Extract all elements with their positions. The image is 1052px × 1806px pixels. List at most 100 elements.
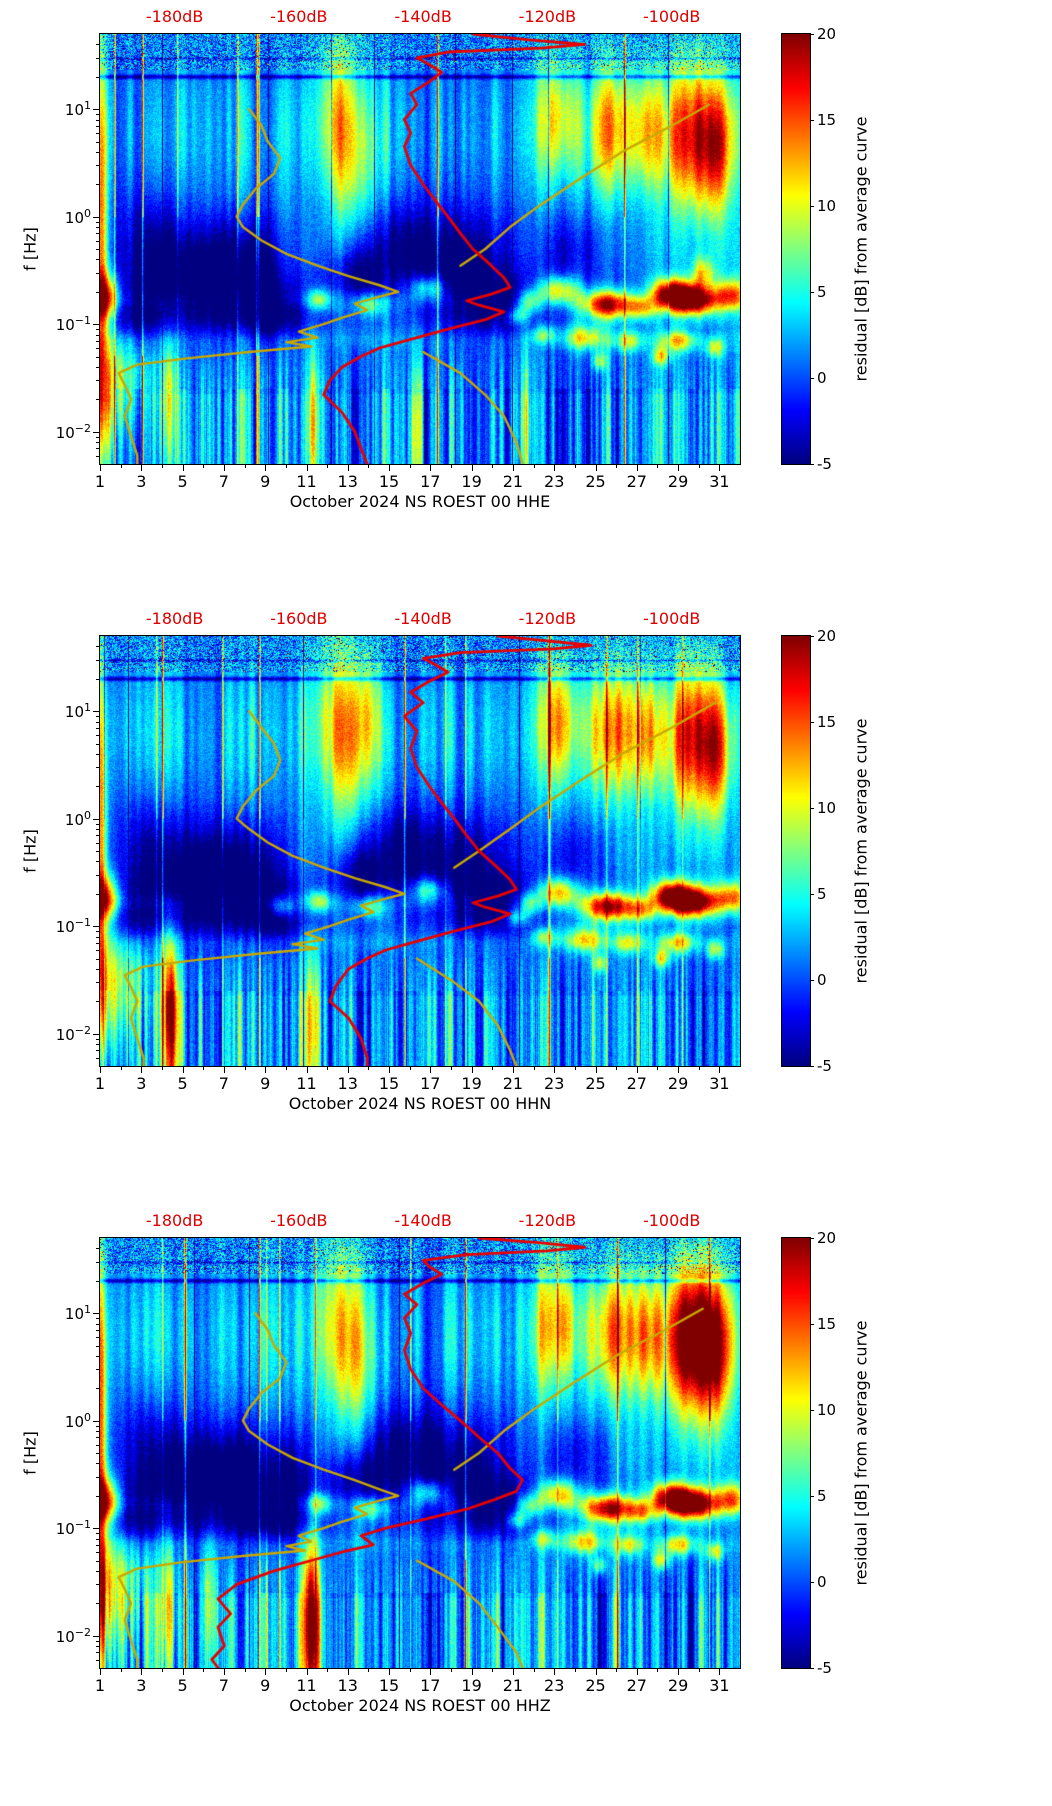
x-minor-tick [698,464,700,468]
x-tick [678,464,680,471]
x-tick [141,1066,143,1073]
y-minor-tick [96,646,100,648]
x-tick-label: 27 [626,1676,647,1695]
colorbar-tick [810,1582,814,1583]
x-minor-tick [285,1066,287,1070]
y-minor-tick [96,1431,100,1433]
colorbar-tick-label: -5 [817,1659,832,1677]
x-tick-label: 7 [218,1676,229,1695]
x-minor-tick [657,464,659,468]
y-minor-tick [96,968,100,970]
y-minor-tick [96,721,100,723]
colorbar-tick [810,120,814,121]
x-tick [554,1066,556,1073]
x-tick-label: 27 [626,1074,647,1093]
x-minor-tick [409,464,411,468]
y-minor-tick [96,893,100,895]
colorbar-tick [810,1668,814,1669]
y-minor-tick [96,1280,100,1282]
y-tick-label: 100 [64,206,91,227]
x-minor-tick [533,464,535,468]
top-db-label: -140dB [394,609,452,628]
y-minor-tick [96,716,100,718]
x-tick [141,1668,143,1675]
panel-title: October 2024 NS ROEST 00 HHE [289,492,551,511]
colorbar-tick [810,1324,814,1325]
colorbar-tick-label: 0 [817,369,827,387]
x-tick-label: 7 [218,1074,229,1093]
y-minor-tick [96,1533,100,1535]
y-minor-tick [96,874,100,876]
y-tick-label: 100 [64,1410,91,1431]
y-minor-tick [96,380,100,382]
x-tick-label: 31 [709,1074,730,1093]
y-minor-tick [96,1476,100,1478]
x-minor-tick [368,1066,370,1070]
x-tick [678,1668,680,1675]
x-minor-tick [120,1668,122,1672]
x-tick [471,1668,473,1675]
x-minor-tick [451,1668,452,1672]
x-tick-label: 29 [667,1676,689,1695]
x-tick [223,1668,225,1675]
colorbar-tick [810,1238,814,1239]
top-db-label: -180dB [145,609,204,628]
y-minor-tick [96,334,100,336]
x-minor-tick [657,1668,659,1672]
y-minor-tick [96,133,100,134]
y-minor-tick [96,348,100,349]
x-tick [512,464,514,471]
y-minor-tick [96,240,100,242]
y-minor-tick [96,259,100,261]
panel-title: October 2024 NS ROEST 00 HHZ [289,1696,551,1715]
y-minor-tick [96,1603,100,1605]
x-tick [554,1668,556,1675]
y-minor-tick [96,743,100,745]
y-minor-tick [96,221,100,223]
x-minor-tick [616,1066,618,1070]
x-tick [430,1066,432,1073]
x-tick [265,1668,267,1675]
y-tick-label: 10−1 [55,314,91,335]
x-tick [100,1066,101,1073]
x-tick-label: 25 [585,472,606,491]
y-minor-tick [96,1538,100,1540]
y-minor-tick [96,1323,100,1325]
x-minor-tick [244,1066,246,1070]
y-minor-tick [96,442,100,444]
curves-canvas [100,636,740,1066]
colorbar-canvas [782,636,810,1066]
y-axis-label: f [Hz] [20,829,40,873]
y-tick-label: 100 [64,808,91,829]
y-minor-tick [96,931,100,933]
x-minor-tick [368,464,370,468]
y-minor-tick [96,1345,100,1347]
plot-area: -180dB -160dB -140dB -120dB -100dB 1 3 5 7 9 11 13 1… [56,1211,741,1695]
x-tick [636,1668,638,1675]
y-tick [93,1635,100,1637]
x-tick-label: 11 [296,472,317,491]
colorbar-tick [810,378,814,379]
x-tick [347,1066,349,1073]
x-tick [430,464,432,471]
y-minor-tick [96,1369,100,1371]
x-minor-tick [492,1066,494,1070]
y-minor-tick [96,1560,100,1562]
x-tick-label: 23 [544,472,565,491]
x-tick-label: 9 [260,472,271,491]
x-minor-tick [327,464,329,468]
x-tick-label: 29 [667,472,689,491]
x-minor-tick [698,1066,700,1070]
y-tick-label: 10−2 [55,421,91,442]
x-tick-label: 3 [136,1676,147,1695]
y-minor-tick [96,1659,100,1661]
x-tick-label: 17 [420,472,441,491]
x-minor-tick [533,1066,535,1070]
y-tick-label: 10−2 [55,1625,91,1646]
top-db-label: -120dB [518,7,577,26]
x-tick [719,464,721,471]
y-tick-label: 10−1 [55,916,91,937]
x-tick-label: 9 [260,1074,271,1093]
x-tick-label: 5 [177,472,188,491]
x-tick [306,1066,308,1073]
